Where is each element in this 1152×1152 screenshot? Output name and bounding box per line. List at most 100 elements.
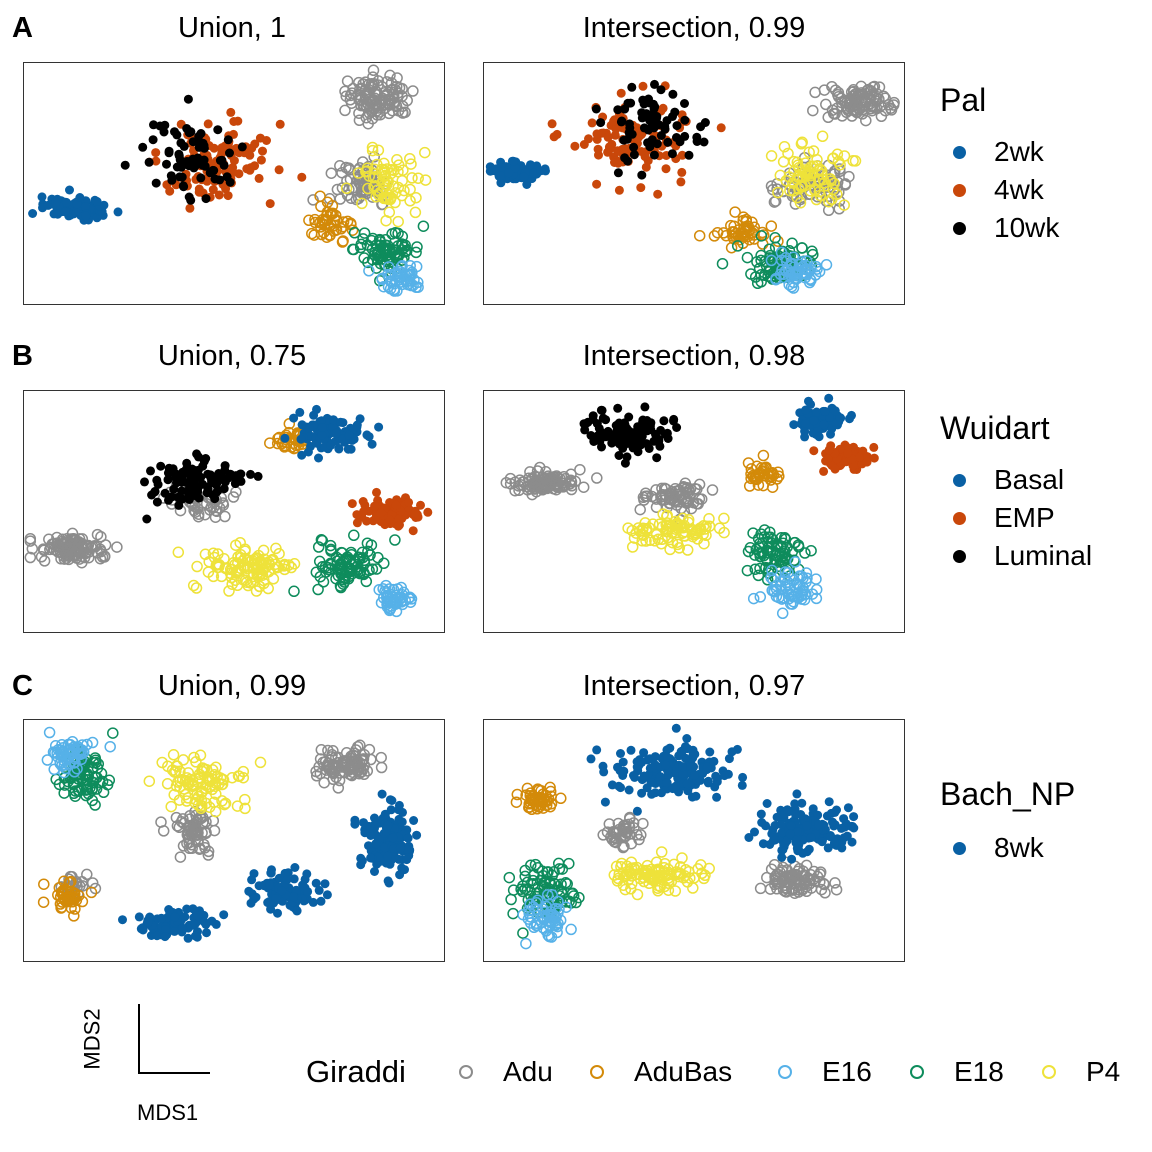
scatter-point	[765, 150, 778, 162]
scatter-point	[225, 148, 234, 158]
scatter-point	[271, 437, 284, 450]
scatter-point	[754, 547, 766, 559]
scatter-point	[278, 558, 291, 571]
legend-entry: EMP	[953, 502, 1055, 534]
scatter-point	[606, 833, 619, 846]
scatter-point	[799, 267, 811, 280]
scatter-point	[815, 165, 828, 177]
scatter-point	[392, 215, 404, 228]
scatter-point	[385, 77, 398, 89]
scatter-point	[181, 795, 193, 807]
scatter-point	[500, 476, 513, 489]
scatter-point	[649, 123, 659, 133]
scatter-point	[637, 817, 649, 830]
scatter-point	[792, 827, 802, 837]
scatter-point	[592, 129, 602, 139]
scatter-point	[785, 829, 795, 839]
scatter-point	[56, 748, 69, 761]
scatter-point	[86, 736, 99, 749]
scatter-point	[720, 771, 729, 781]
scatter-point	[206, 783, 218, 796]
scatter-point	[113, 207, 123, 217]
scatter-plot-area	[485, 79, 900, 294]
scatter-point	[231, 800, 244, 812]
scatter-point	[356, 546, 369, 559]
scatter-point	[58, 875, 70, 888]
scatter-point	[797, 870, 809, 883]
scatter-point	[812, 407, 822, 417]
scatter-point	[363, 743, 376, 756]
scatter-point	[673, 484, 686, 497]
scatter-point	[317, 430, 327, 440]
scatter-point	[239, 802, 251, 815]
scatter-point	[690, 524, 703, 537]
scatter-point	[630, 772, 640, 782]
scatter-point	[843, 448, 853, 458]
scatter-panel	[23, 390, 445, 633]
scatter-point	[786, 190, 799, 202]
scatter-point	[26, 543, 39, 555]
scatter-point	[709, 756, 719, 766]
scatter-point	[326, 440, 336, 450]
scatter-point	[603, 132, 613, 142]
scatter-point	[104, 740, 116, 753]
scatter-point	[772, 235, 784, 247]
scatter-point	[264, 897, 274, 907]
scatter-point	[765, 571, 777, 584]
scatter-point	[190, 489, 200, 499]
scatter-point	[809, 446, 819, 456]
scatter-point	[681, 753, 690, 763]
scatter-point	[237, 771, 250, 784]
scatter-point	[94, 543, 107, 556]
scatter-point	[58, 766, 70, 779]
scatter-point	[357, 856, 367, 866]
scatter-point	[658, 880, 671, 893]
scatter-point	[358, 768, 370, 781]
scatter-point	[396, 260, 408, 272]
scatter-point	[647, 518, 659, 530]
scatter-point	[182, 832, 195, 845]
scatter-point	[713, 522, 726, 535]
scatter-panel	[483, 62, 905, 305]
scatter-point	[788, 536, 801, 549]
legend-dot-icon	[953, 511, 966, 525]
scatter-point	[765, 220, 778, 232]
scatter-point	[360, 575, 373, 588]
scatter-point	[393, 521, 403, 531]
scatter-point	[346, 224, 359, 236]
scatter-point	[729, 206, 741, 218]
scatter-point	[808, 804, 818, 814]
scatter-plot-area	[503, 723, 859, 950]
scatter-point	[810, 592, 823, 605]
scatter-point	[328, 415, 338, 425]
legend-dot-icon	[953, 145, 966, 159]
scatter-point	[845, 414, 854, 424]
scatter-point	[374, 239, 387, 251]
scatter-point	[691, 791, 701, 801]
scatter-point	[178, 923, 188, 933]
scatter-point	[599, 767, 609, 777]
scatter-point	[844, 99, 857, 111]
panel-title: Union, 0.99	[157, 670, 307, 702]
scatter-point	[189, 475, 199, 485]
scatter-point	[614, 185, 624, 195]
scatter-point	[201, 194, 211, 204]
scatter-point	[662, 778, 672, 788]
scatter-point	[366, 141, 379, 154]
scatter-point	[191, 560, 203, 573]
legend-entry: Basal	[953, 464, 1064, 496]
scatter-point	[200, 782, 212, 795]
scatter-point	[382, 261, 395, 273]
scatter-point	[677, 512, 689, 525]
scatter-point	[247, 875, 257, 885]
scatter-point	[262, 556, 275, 568]
scatter-point	[778, 140, 791, 153]
scatter-point	[561, 878, 573, 890]
scatter-point	[570, 141, 580, 151]
scatter-point	[385, 268, 397, 281]
scatter-point	[608, 869, 621, 881]
scatter-point	[226, 107, 236, 117]
scatter-point	[150, 487, 160, 497]
scatter-point	[677, 150, 687, 160]
legend-label: 10wk	[994, 212, 1060, 243]
